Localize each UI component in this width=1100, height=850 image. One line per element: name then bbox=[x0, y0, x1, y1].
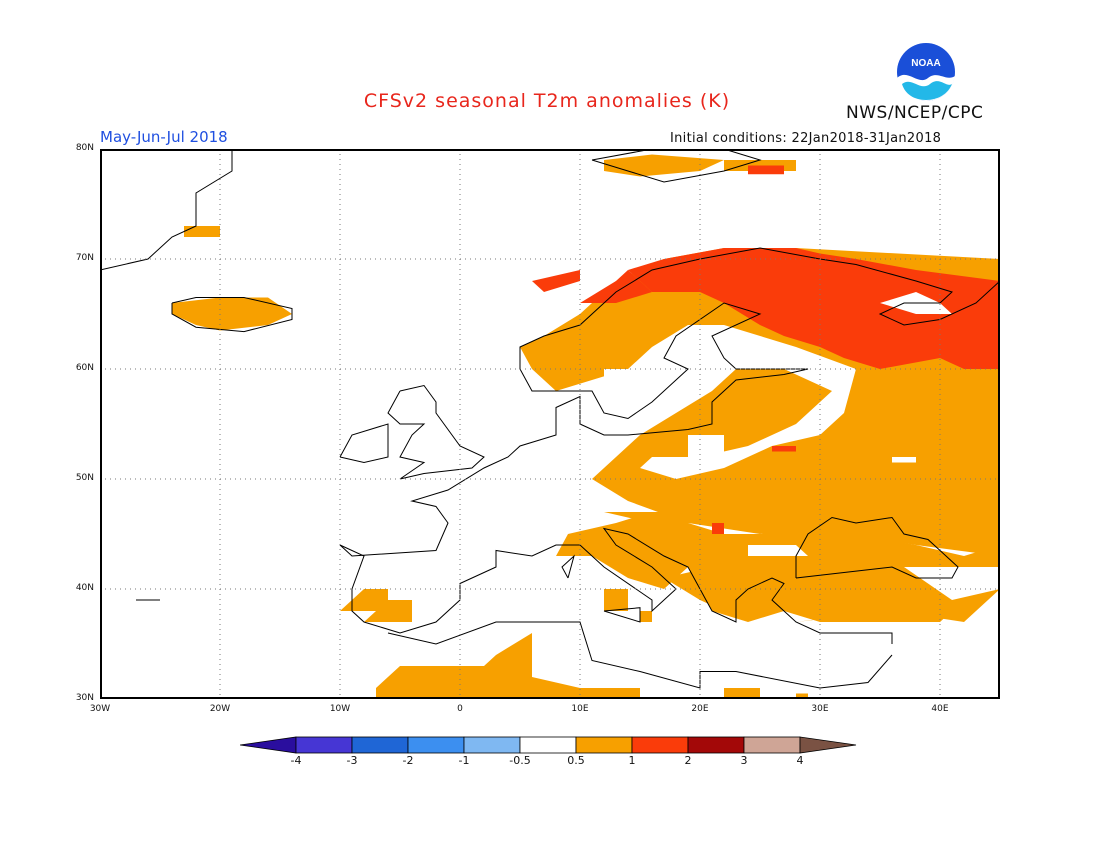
lon-tick-label: 0 bbox=[457, 704, 463, 714]
colorbar-swatch bbox=[631, 736, 689, 754]
anomaly-region-plus-half bbox=[640, 611, 652, 622]
coastline-great-britain bbox=[387, 384, 485, 480]
anomaly-region-plus-half bbox=[172, 297, 292, 331]
colorbar-tick-label: -0.5 bbox=[509, 754, 531, 767]
organization-label: NWS/NCEP/CPC bbox=[846, 103, 984, 123]
anomaly-gap bbox=[748, 545, 808, 556]
graticule bbox=[100, 149, 1000, 699]
anomaly-region-plus-one bbox=[748, 165, 784, 175]
coastline-iceland bbox=[171, 297, 293, 333]
colorbar-swatch bbox=[407, 736, 465, 754]
chart-title: CFSv2 seasonal T2m anomalies (K) bbox=[363, 90, 731, 112]
colorbar-swatch bbox=[463, 736, 521, 754]
colorbar-tick-label: -2 bbox=[402, 754, 414, 767]
colorbar-tick-label: 2 bbox=[684, 754, 692, 767]
forecast-period: May-Jun-Jul 2018 bbox=[100, 128, 228, 146]
anomaly-region-plus-half bbox=[184, 226, 220, 237]
coastline-icon bbox=[100, 149, 1000, 689]
lon-tick-label: 30E bbox=[811, 704, 829, 714]
colorbar-tick-label: 4 bbox=[796, 754, 804, 767]
colorbar bbox=[240, 736, 857, 754]
initial-conditions: Initial conditions: 22Jan2018-31Jan2018 bbox=[670, 131, 942, 146]
lon-tick-label: 30W bbox=[89, 704, 111, 714]
lon-tick-label: 20W bbox=[209, 704, 231, 714]
lon-tick-label: 10W bbox=[329, 704, 351, 714]
lat-tick-label: 40N bbox=[75, 583, 94, 593]
coastline-northern-europe bbox=[339, 247, 1000, 557]
colorbar-swatch bbox=[519, 736, 577, 754]
anomaly-region-plus-half bbox=[376, 633, 640, 699]
noaa-logo: NOAA bbox=[895, 41, 957, 103]
anomaly-region-plus-one bbox=[712, 523, 724, 534]
colorbar-tick-label: 1 bbox=[628, 754, 636, 767]
lat-tick-label: 50N bbox=[75, 473, 94, 483]
anomaly-region-plus-half bbox=[724, 688, 760, 699]
colorbar-tick-label: 0.5 bbox=[567, 754, 585, 767]
lat-tick-label: 70N bbox=[75, 253, 94, 263]
lat-tick-label: 30N bbox=[75, 693, 94, 703]
colorbar-min-arrow bbox=[240, 736, 297, 754]
colorbar-swatch bbox=[351, 736, 409, 754]
lat-tick-label: 60N bbox=[75, 363, 94, 373]
colorbar-tick-label: -1 bbox=[458, 754, 470, 767]
colorbar-tick-label: -4 bbox=[290, 754, 302, 767]
coastline-greenland bbox=[100, 149, 233, 271]
coastline-sicily bbox=[603, 607, 641, 623]
anomaly-gap bbox=[904, 567, 1000, 600]
colorbar-swatch bbox=[575, 736, 633, 754]
anomaly-gap bbox=[892, 457, 916, 463]
colorbar-tick-label: 3 bbox=[740, 754, 748, 767]
coastline-svalbard bbox=[591, 149, 762, 183]
lon-tick-label: 20E bbox=[691, 704, 709, 714]
coastline-north-africa bbox=[387, 621, 893, 689]
anomaly-gap bbox=[688, 435, 724, 457]
colorbar-swatch bbox=[687, 736, 745, 754]
lon-tick-label: 10E bbox=[571, 704, 589, 714]
colorbar-max-arrow bbox=[799, 736, 857, 754]
coastline-corsica-sardinia bbox=[561, 554, 575, 579]
anomaly-gap bbox=[604, 369, 640, 380]
anomaly-region-plus-half bbox=[604, 589, 628, 611]
anomaly-region-plus-one bbox=[580, 270, 652, 303]
lat-tick-label: 80N bbox=[75, 143, 94, 153]
anomaly-region-plus-one bbox=[772, 446, 796, 452]
anomaly-map bbox=[100, 149, 1000, 699]
map-border bbox=[100, 149, 1000, 699]
coastline-southern-europe bbox=[339, 527, 893, 644]
anomaly-region-plus-half bbox=[604, 468, 1000, 556]
logo-text: NOAA bbox=[911, 58, 940, 69]
colorbar-swatch bbox=[743, 736, 801, 754]
colorbar-tick-label: -3 bbox=[346, 754, 358, 767]
colorbar-swatch bbox=[295, 736, 353, 754]
coastline-ireland bbox=[339, 423, 389, 464]
coastline-black-sea bbox=[795, 516, 959, 579]
lon-tick-label: 40E bbox=[931, 704, 949, 714]
anomaly-region-plus-half bbox=[796, 556, 1000, 622]
anomaly-region-plus-one bbox=[532, 270, 580, 292]
anomaly-region-plus-half bbox=[604, 154, 724, 177]
